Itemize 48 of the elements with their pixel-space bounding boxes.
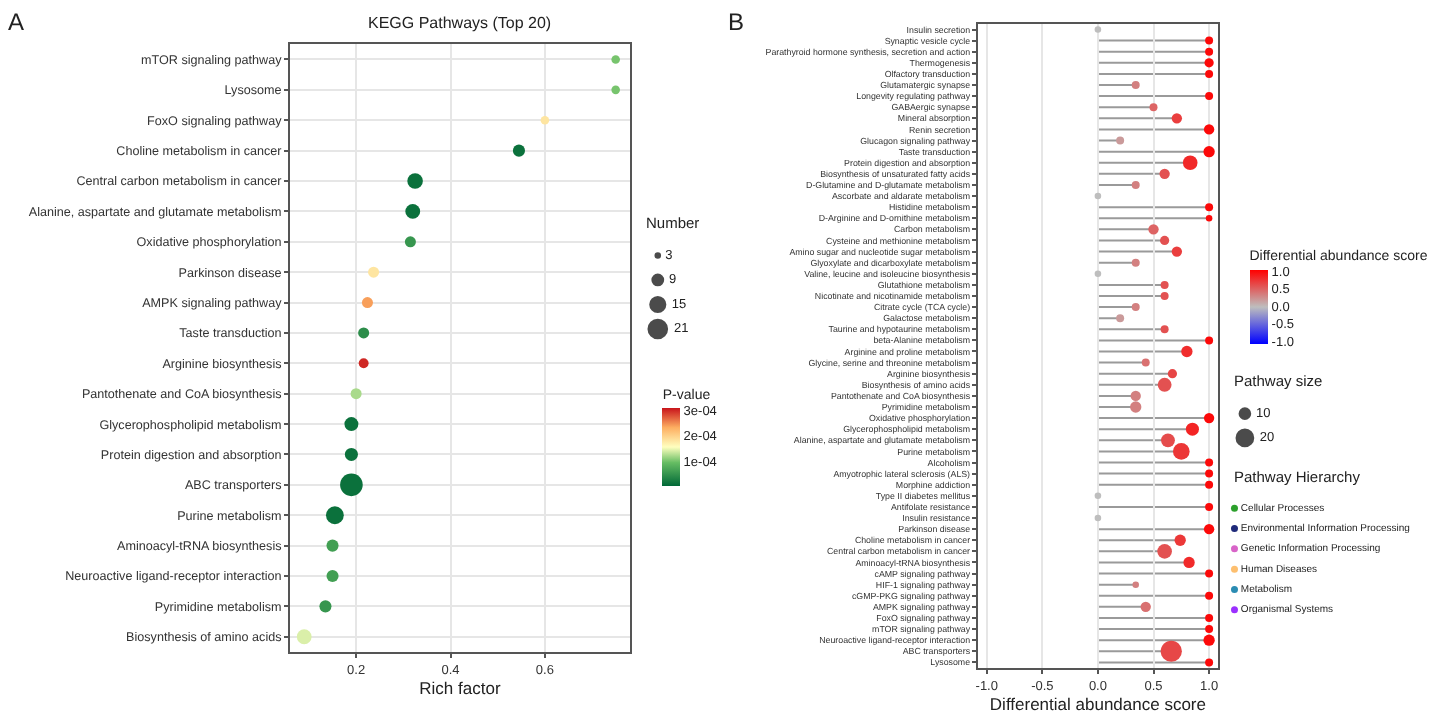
point <box>1174 534 1186 546</box>
point <box>1205 36 1214 45</box>
point <box>1205 69 1214 78</box>
point <box>1203 124 1215 135</box>
point <box>1160 291 1169 300</box>
point <box>1205 336 1214 345</box>
point <box>1131 303 1140 312</box>
point <box>1131 180 1140 189</box>
point <box>1131 258 1140 267</box>
point <box>1130 401 1142 413</box>
point <box>1203 634 1215 646</box>
point <box>1205 625 1214 634</box>
point <box>1205 613 1214 622</box>
point <box>1160 325 1169 334</box>
point <box>1148 224 1159 235</box>
point <box>1116 314 1125 323</box>
point <box>1159 168 1170 180</box>
point <box>1205 203 1214 212</box>
point <box>1203 412 1215 424</box>
point <box>1160 280 1169 289</box>
point <box>1205 658 1214 667</box>
point <box>1205 214 1213 222</box>
point <box>1205 480 1214 489</box>
point <box>1203 523 1215 535</box>
x-axis-title: Rich factor <box>419 677 501 698</box>
point <box>1160 235 1170 246</box>
point <box>1116 136 1125 145</box>
chart-title: KEGG Pathways (Top 20) <box>368 14 552 32</box>
point <box>1205 569 1214 578</box>
point <box>1205 458 1214 467</box>
text: A <box>8 8 25 36</box>
point <box>1131 81 1140 90</box>
point <box>1204 58 1214 68</box>
point <box>1140 601 1151 613</box>
point <box>1171 113 1183 124</box>
point <box>1205 47 1214 56</box>
point <box>1141 358 1150 367</box>
point <box>1171 246 1183 257</box>
point <box>1205 591 1214 600</box>
point <box>1149 103 1158 112</box>
text: B <box>728 8 745 36</box>
point <box>1205 502 1214 511</box>
point <box>1130 390 1141 402</box>
point <box>1205 92 1214 101</box>
point <box>1132 581 1139 588</box>
point <box>1205 469 1214 478</box>
x-axis-title: Differential abundance score <box>989 693 1207 714</box>
point <box>1167 369 1178 379</box>
